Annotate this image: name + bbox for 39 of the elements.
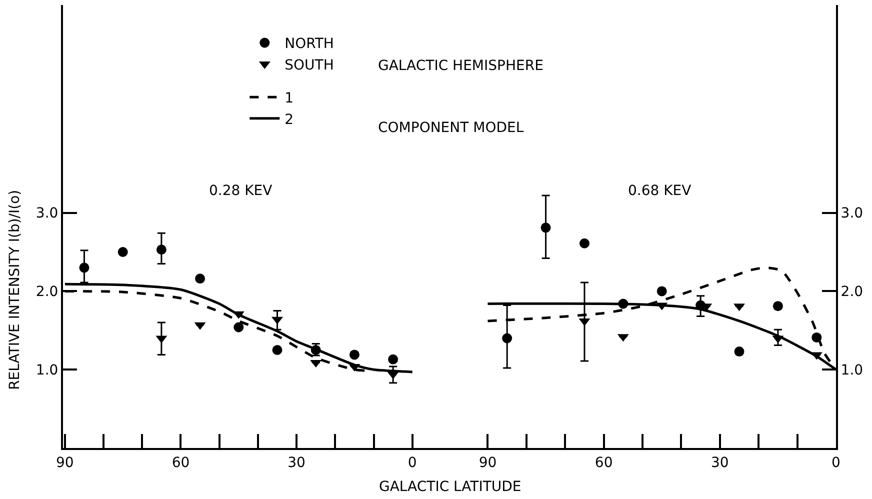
point (79, 262, 90, 273)
x-tick-label: 0 (832, 454, 840, 471)
annotation: COMPONENT MODEL (378, 120, 524, 136)
legend-label: NORTH (284, 36, 334, 52)
x-tick-label: 60 (594, 454, 613, 471)
x-tick-label: 30 (288, 454, 306, 471)
x-axis-title: GALACTIC LATITUDE (379, 479, 522, 495)
x-tick-label: 60 (172, 454, 190, 471)
annotation: 0.28 KEV (209, 183, 273, 199)
y-tick-label: 2.0 (840, 284, 864, 300)
point (118, 246, 128, 257)
point (156, 244, 166, 255)
legend-label: SOUTH (284, 57, 334, 74)
point (579, 238, 590, 248)
y-tick-label: 3.0 (840, 206, 864, 222)
legend-label: 2 (284, 112, 294, 128)
y-tick-label: 1.0 (36, 362, 58, 378)
y-tick-label: 1.0 (840, 362, 864, 378)
point (772, 301, 783, 312)
y-tick-label: 2.0 (36, 284, 58, 300)
y-axis-title: RELATIVE INTENSITY I(b)/I(o) (7, 190, 24, 390)
annotation: 0.68 KEV (628, 183, 692, 199)
legend-label: 1 (284, 90, 294, 107)
point (502, 333, 512, 344)
point (234, 322, 244, 332)
y-tick-label: 3.0 (36, 206, 58, 222)
point (734, 346, 744, 357)
point (195, 274, 206, 284)
annotation: GALACTIC HEMISPHERE (378, 58, 544, 74)
x-tick-label: 30 (710, 454, 729, 471)
point (388, 354, 398, 364)
point (812, 332, 822, 342)
x-tick-label: 90 (478, 454, 497, 471)
x-tick-label: 0 (408, 454, 417, 471)
point (349, 350, 360, 360)
x-tick-label: 90 (56, 454, 74, 471)
point (540, 222, 551, 233)
point (656, 286, 667, 296)
point (272, 344, 282, 355)
